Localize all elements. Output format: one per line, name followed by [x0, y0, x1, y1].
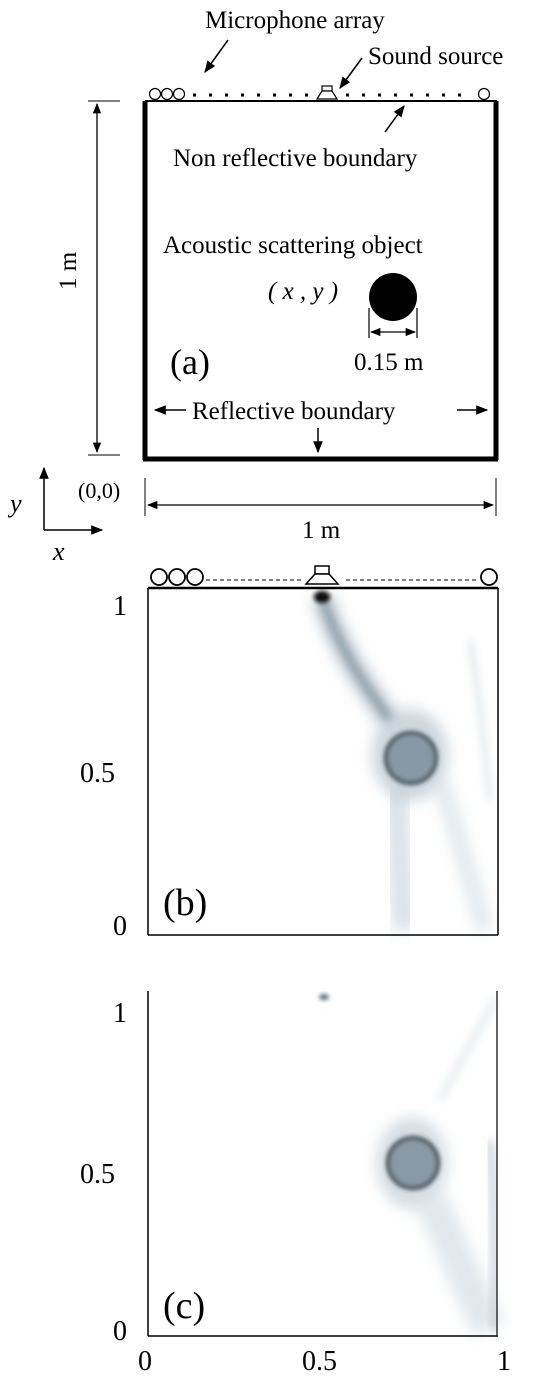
panel-a: Microphone array Sound source Non reflec… [7, 7, 503, 566]
speaker-icon [304, 565, 340, 585]
panel-c-y-tick: 1 [113, 998, 127, 1029]
panel-c-intensity-map [319, 994, 506, 1338]
panel-c-x-tick: 0 [138, 1346, 152, 1377]
panel-c-y-tick: 0.5 [80, 1159, 115, 1190]
panel-b-y-tick: 0 [113, 911, 127, 942]
panel-c: 1 0.5 0 (c) 0 0.5 1 [80, 991, 511, 1377]
axis-y-label: y [7, 489, 22, 518]
speaker-icon [315, 85, 339, 100]
microphone-icon [150, 568, 168, 586]
non-reflective-boundary-label: Non reflective boundary [173, 145, 418, 172]
microphone-icon [477, 87, 491, 101]
panel-c-y-tick: 0 [113, 1316, 127, 1347]
object-coordinate-label: ( x , y ) [268, 278, 338, 305]
microphone-icon [186, 568, 204, 586]
sound-source-label: Sound source [368, 43, 503, 70]
origin-label: (0,0) [78, 478, 120, 503]
panel-b-y-tick: 0.5 [80, 758, 115, 789]
panel-b-y-tick: 1 [113, 591, 127, 622]
scattering-object [369, 273, 417, 321]
panel-b-intensity-map [311, 591, 494, 933]
height-dim-label: 1 m [55, 251, 82, 290]
panel-b-tag: (b) [163, 882, 207, 924]
axis-x-label: x [52, 537, 65, 566]
microphone-icon [160, 87, 174, 101]
microphone-array-label: Microphone array [205, 7, 385, 34]
panel-c-tag: (c) [163, 1285, 205, 1327]
microphone-array-arrow [204, 39, 229, 73]
panel-b: 1 0.5 0 (b) [80, 565, 499, 942]
non-reflective-arrow [384, 105, 405, 133]
microphone-icon [480, 568, 498, 586]
panel-c-x-tick: 1 [497, 1346, 511, 1377]
width-dim-label: 1 m [302, 517, 341, 544]
diameter-label: 0.15 m [354, 349, 424, 376]
panel-a-tag: (a) [170, 342, 210, 382]
reflective-boundary-label: Reflective boundary [192, 398, 396, 425]
scattering-object-label: Acoustic scattering object [163, 232, 423, 259]
microphone-icon [148, 87, 162, 101]
microphone-icon [172, 87, 186, 101]
microphone-icon [168, 568, 186, 586]
sound-source-arrow [339, 57, 363, 89]
panel-c-x-tick: 0.5 [302, 1346, 337, 1377]
